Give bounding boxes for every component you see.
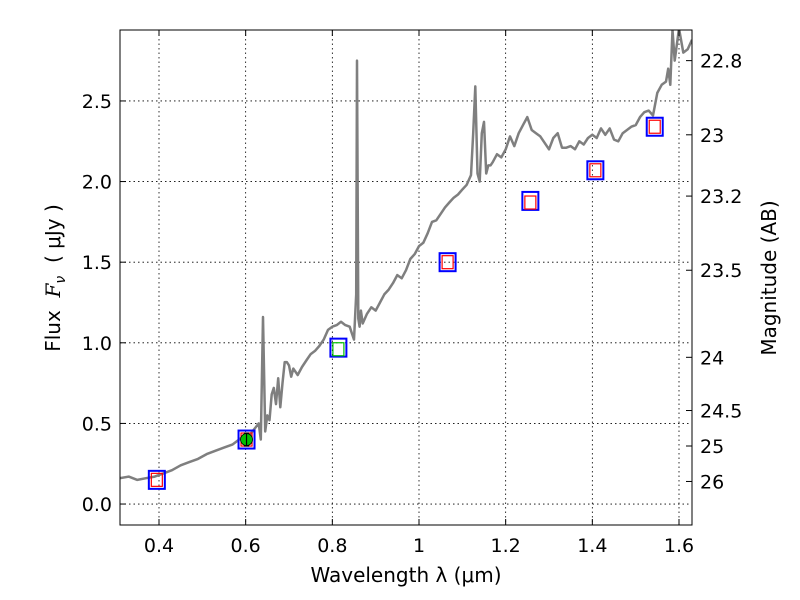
spectrum-line [120, 30, 692, 482]
photometry-point [438, 252, 457, 273]
observed-marker [147, 469, 166, 490]
y-axis-label: Flux Fν ( μJy ) [41, 204, 69, 352]
right-tick-label: 22.8 [700, 51, 742, 73]
model-marker [150, 472, 163, 487]
y-tick-label: 1.5 [82, 252, 112, 274]
axis-ticks: 0.4 0.6 0.8 1 1.2 1.4 1.6 0.0 0.5 1.0 1.5 2.0 2.5 22.… [82, 30, 742, 557]
right-tick-label: 26 [700, 471, 724, 493]
x-axis-label: Wavelength λ (μm) [310, 563, 501, 587]
observed-marker [438, 252, 457, 273]
right-tick-label: 24 [700, 347, 724, 369]
x-tick-label: 1.2 [491, 535, 521, 557]
photometry-point [147, 469, 166, 490]
right-tick-label: 24.5 [700, 401, 742, 423]
x-tick-label: 1 [413, 535, 425, 557]
right-tick-label: 23 [700, 125, 724, 147]
observed-marker [521, 190, 540, 211]
y-tick-label: 1.0 [82, 333, 112, 355]
spectrum-layer [120, 30, 692, 482]
x-tick-label: 1.4 [577, 535, 607, 557]
photometry-point [586, 160, 605, 181]
y-label-nu: ν [53, 276, 69, 284]
x-tick-label: 1.6 [664, 535, 694, 557]
model-marker [441, 255, 454, 270]
photometry-points [147, 116, 664, 490]
y-label-f: F [41, 282, 65, 298]
right-tick-label: 23.5 [700, 260, 742, 282]
y-tick-label: 0.5 [82, 413, 112, 435]
observed-marker [586, 160, 605, 181]
observed-marker [645, 116, 664, 137]
y-tick-label: 2.0 [82, 172, 112, 194]
y-tick-label: 0.0 [82, 494, 112, 516]
photometry-point [237, 429, 256, 450]
model-marker [589, 163, 602, 178]
model-marker [648, 119, 661, 134]
observed-marker [237, 429, 256, 450]
right-tick-label: 25 [700, 436, 724, 458]
photometry-point [645, 116, 664, 137]
right-axis-label: Magnitude (AB) [757, 200, 781, 355]
photometry-point [329, 337, 348, 358]
x-tick-label: 0.6 [231, 535, 261, 557]
x-tick-label: 0.8 [317, 535, 347, 557]
y-tick-label: 2.5 [82, 91, 112, 113]
y-label-unit: ( μJy ) [41, 204, 65, 276]
right-tick-label: 23.2 [700, 186, 742, 208]
observed-marker [329, 337, 348, 358]
photometry-point [521, 190, 540, 211]
plot-frame [119, 29, 693, 526]
y-label-flux: Flux [41, 297, 65, 351]
x-tick-label: 0.4 [144, 535, 174, 557]
model-marker [332, 342, 345, 357]
model-marker [524, 195, 537, 210]
grid [120, 30, 692, 525]
